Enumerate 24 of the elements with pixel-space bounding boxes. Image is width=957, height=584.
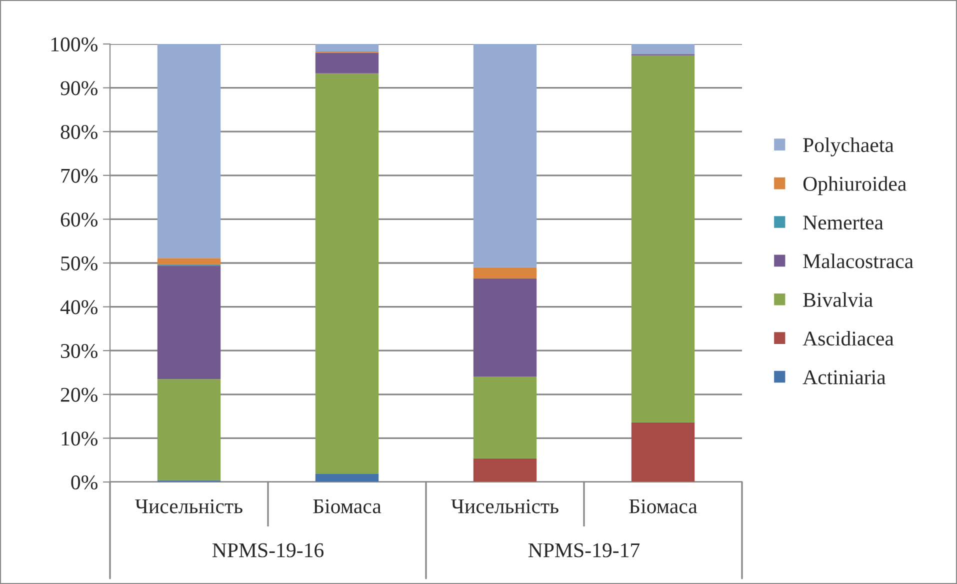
legend-label: Ophiuroidea: [803, 176, 906, 196]
y-tick-label: 100%: [51, 37, 98, 52]
text: NPMS-19-16: [212, 543, 324, 558]
y-tick-label: 10%: [62, 432, 98, 446]
x-tick-label: Чисельність: [451, 499, 558, 514]
legend-label: Nemertea: [803, 216, 884, 230]
y-tick-label: 60%: [60, 212, 98, 227]
y-tick-label: 0%: [71, 475, 98, 490]
y-tick-label: 50%: [61, 256, 98, 270]
text: NPMS-19-17: [528, 543, 640, 558]
y-tick-label: 90%: [60, 81, 98, 96]
legend-label: Polychaeta: [803, 137, 894, 156]
legend-label: Bivalvia: [803, 292, 873, 307]
legend-label: Ascidiacea: [802, 330, 894, 346]
x-tick-label: Біомаса: [629, 499, 698, 514]
y-tick-label: 30%: [61, 344, 98, 358]
legend-label: Actiniaria: [802, 370, 886, 384]
y-tick-label: 40%: [60, 300, 98, 314]
x-tick-label: Біомаса: [313, 499, 382, 514]
x-tick-label: Чисельність: [135, 499, 242, 514]
y-tick-label: 20%: [60, 388, 98, 402]
y-tick-label: 80%: [60, 124, 98, 140]
y-tick-label: 70%: [61, 168, 98, 183]
legend-label: Malacostraca: [803, 254, 914, 268]
